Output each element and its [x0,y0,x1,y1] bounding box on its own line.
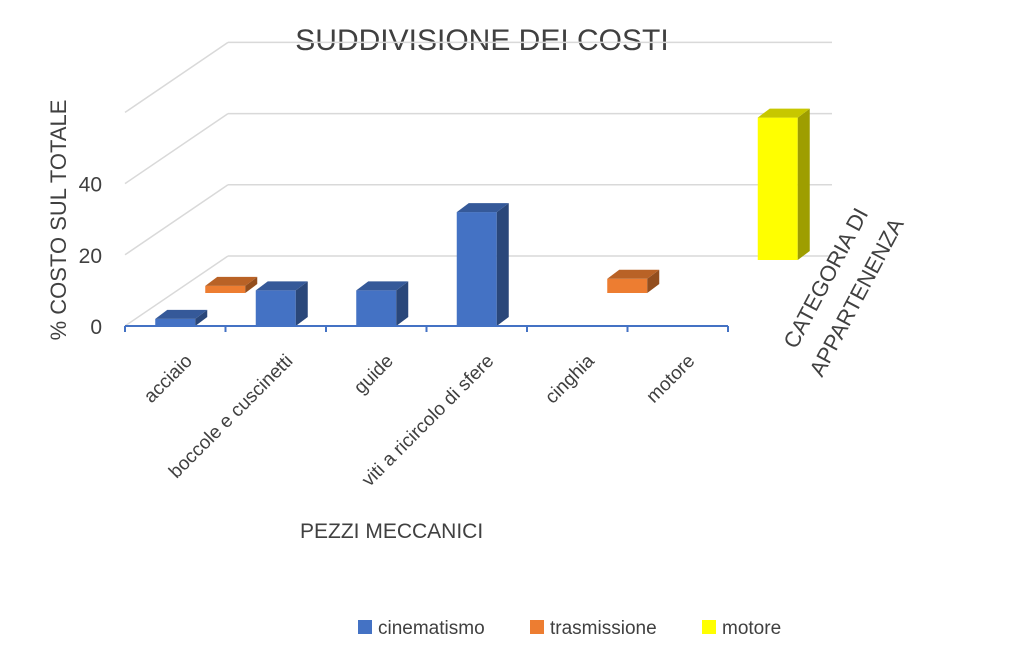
legend-swatch-motore [702,620,716,634]
bar-side [245,276,258,293]
bar-side [496,203,509,326]
bar-cinematismo [356,281,409,326]
bar-motore [757,108,810,260]
legend-label-motore: motore [722,618,781,639]
y-tick-label: 0 [90,316,102,339]
bar-front [155,318,196,326]
bar-top [757,108,810,118]
bar-front [757,117,798,260]
legend-label-cinematismo: cinematismo [378,618,485,639]
bar-top [356,281,409,291]
chart-title: SUDDIVISIONE DEI COSTI [295,24,668,57]
x-tick-label: acciaio [140,351,197,408]
bar-cinematismo [155,309,208,326]
x-tick-label: cinghia [541,350,599,408]
bar-top [155,309,208,319]
bar-side [295,281,308,326]
bar-cinematismo [456,203,509,326]
legend-swatch-trasmissione [530,620,544,634]
bar-top [456,203,509,213]
bar-front [356,290,397,326]
y-tick-label: 20 [79,245,102,268]
gridline-side [124,112,229,185]
bar-trasmissione [205,276,258,293]
bar-top [607,269,660,279]
bar-front [205,285,246,293]
bars [155,108,810,326]
x-axis-title: PEZZI MECCANICI [300,520,483,543]
legend: cinematismo trasmissione motore [358,618,781,639]
bar-front [607,278,648,293]
bar-top [205,276,258,286]
bar-side [396,281,409,326]
bar-front [255,290,296,326]
x-tick-label: motore [643,351,700,408]
legend-label-trasmissione: trasmissione [550,618,657,639]
bar-side [647,269,660,293]
legend-swatch-cinematismo [358,620,372,634]
gridlines [124,41,832,327]
y-axis-title: % COSTO SUL TOTALE [46,100,71,341]
bar-trasmissione [607,269,660,293]
bar-cinematismo [255,281,308,326]
y-tick-label: 40 [79,174,102,197]
bar-top [255,281,308,291]
bar-side [797,108,810,260]
bar-front [456,212,497,326]
floor-edge [124,255,229,327]
gridline-side [124,184,229,256]
x-tick-label: guide [350,351,398,399]
bar-side [195,309,208,326]
gridline-side [124,41,229,114]
